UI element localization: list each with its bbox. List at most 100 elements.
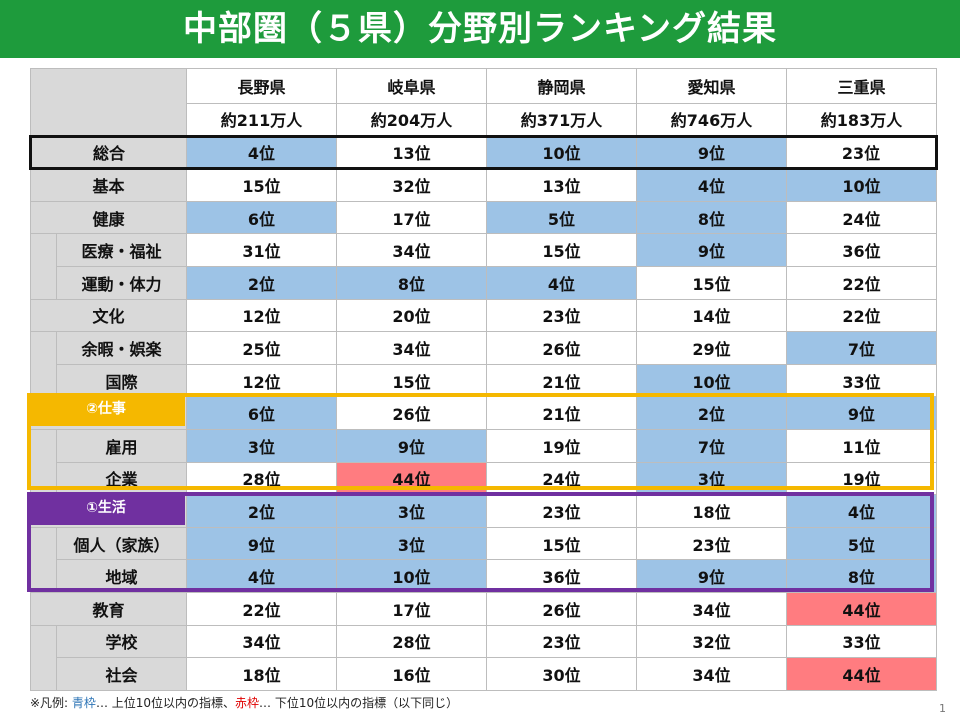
row-total: 総合 4位 13位 10位 9位 23位 [29, 134, 938, 171]
rank-cell: 6位 [186, 200, 337, 235]
rank-cell: 15位 [336, 363, 487, 398]
row-label: 社会 [56, 657, 187, 691]
rank-cell: 12位 [186, 363, 337, 398]
legend-blue-term: 青枠 [71, 696, 96, 710]
rank-cell: 4位 [186, 559, 337, 593]
rank-cell: 16位 [336, 657, 487, 691]
rank-cell: 8位 [636, 200, 787, 235]
ranking-table: 長野県 岐阜県 静岡県 愛知県 三重県 約211万人 約204万人 約371万人… [29, 68, 938, 691]
rank-cell: 4位 [186, 134, 337, 171]
rank-cell: 36位 [486, 559, 637, 593]
group-indent [30, 331, 57, 398]
rank-cell: 3位 [636, 461, 787, 496]
row-label: 総合 [29, 134, 187, 171]
rank-cell: 23位 [636, 526, 787, 561]
rank-cell: 25位 [186, 331, 337, 365]
row-label: 地域 [56, 559, 187, 593]
rank-cell: 9位 [636, 134, 787, 171]
row-label: 国際 [56, 363, 187, 398]
rank-cell: 15位 [486, 526, 637, 561]
rank-cell: 7位 [786, 331, 937, 365]
row-society: 社会 18位 16位 30位 34位 44位 [31, 657, 937, 691]
row-label: 運動・体力 [56, 265, 187, 300]
rank-cell: 34位 [186, 624, 337, 659]
page-number: 1 [939, 702, 946, 715]
rank-cell: 9位 [186, 526, 337, 561]
rank-cell: 32位 [636, 624, 787, 659]
rank-cell: 4位 [786, 494, 937, 528]
rank-cell: 2位 [186, 265, 337, 300]
rank-cell: 9位 [336, 428, 487, 463]
row-individual: 個人（家族） 9位 3位 15位 23位 5位 [30, 526, 937, 593]
rank-cell: 44位 [786, 591, 937, 626]
rank-cell: 17位 [336, 591, 487, 626]
row-label: 企業 [56, 461, 187, 496]
legend-prefix: ※凡例: [30, 696, 72, 710]
rank-cell: 15位 [486, 233, 637, 267]
prefecture-name: 岐阜県 [336, 68, 487, 104]
rank-cell: 4位 [636, 168, 787, 202]
row-basic: 基本 15位 32位 13位 4位 10位 [30, 168, 937, 202]
rank-cell: 2位 [636, 396, 787, 430]
rank-cell: 34位 [636, 657, 787, 691]
rank-cell: 44位 [786, 657, 937, 691]
work-section-label: ②仕事 [27, 393, 185, 426]
row-company: 企業 28位 44位 24位 3位 19位 [31, 461, 937, 496]
row-exercise: 運動・体力 2位 8位 4位 15位 22位 [31, 265, 937, 300]
rank-cell: 12位 [186, 298, 337, 333]
rank-cell: 19位 [786, 461, 937, 496]
rank-cell: 19位 [486, 428, 637, 463]
group-indent [30, 233, 57, 300]
rank-cell: 8位 [336, 265, 487, 300]
rank-cell: 22位 [786, 265, 937, 300]
rank-cell: 10位 [486, 134, 637, 171]
row-community: 地域 4位 10位 36位 9位 8位 [31, 559, 937, 593]
rank-cell: 13位 [336, 134, 487, 171]
rank-cell: 23位 [486, 298, 637, 333]
row-culture: 文化 12位 20位 23位 14位 22位 [30, 298, 937, 333]
prefecture-name: 長野県 [186, 68, 337, 104]
rank-cell: 10位 [786, 168, 937, 202]
rank-cell: 20位 [336, 298, 487, 333]
rank-cell: 34位 [336, 331, 487, 365]
rank-cell: 21位 [486, 396, 637, 430]
rank-cell: 33位 [786, 363, 937, 398]
header-corner [30, 68, 187, 137]
rank-cell: 30位 [486, 657, 637, 691]
row-label: 余暇・娯楽 [56, 331, 187, 365]
prefecture-name: 愛知県 [636, 68, 787, 104]
row-education: 教育 22位 17位 26位 34位 44位 [30, 591, 937, 626]
rank-cell: 23位 [786, 134, 938, 171]
prefecture-population: 約204万人 [336, 103, 487, 137]
rank-cell: 15位 [636, 265, 787, 300]
rank-cell: 23位 [486, 624, 637, 659]
row-label: 医療・福祉 [56, 233, 187, 267]
rank-cell: 15位 [186, 168, 337, 202]
row-leisure: 余暇・娯楽 25位 34位 26位 29位 7位 [30, 331, 937, 398]
rank-cell: 4位 [486, 265, 637, 300]
rank-cell: 3位 [336, 526, 487, 561]
rank-cell: 33位 [786, 624, 937, 659]
row-health: 健康 6位 17位 5位 8位 24位 [30, 200, 937, 235]
rank-cell: 9位 [786, 396, 937, 430]
prefecture-population: 約211万人 [186, 103, 337, 137]
row-label: 文化 [30, 298, 187, 333]
rank-cell: 29位 [636, 331, 787, 365]
row-label: 雇用 [56, 428, 187, 463]
row-medical: 医療・福祉 31位 34位 15位 9位 36位 [30, 233, 937, 300]
rank-cell: 18位 [186, 657, 337, 691]
rank-cell: 14位 [636, 298, 787, 333]
row-label: 学校 [56, 624, 187, 659]
rank-cell: 44位 [336, 461, 487, 496]
rank-cell: 24位 [786, 200, 937, 235]
prefecture-header-row: 長野県 岐阜県 静岡県 愛知県 三重県 [30, 68, 937, 137]
rank-cell: 22位 [786, 298, 937, 333]
rank-cell: 21位 [486, 363, 637, 398]
life-section-label: ①生活 [27, 492, 185, 525]
page-title: 中部圏（５県）分野別ランキング結果 [0, 0, 960, 58]
rank-cell: 5位 [486, 200, 637, 235]
group-indent [30, 624, 57, 691]
rank-cell: 13位 [486, 168, 637, 202]
rank-cell: 28位 [336, 624, 487, 659]
rank-cell: 3位 [336, 494, 487, 528]
